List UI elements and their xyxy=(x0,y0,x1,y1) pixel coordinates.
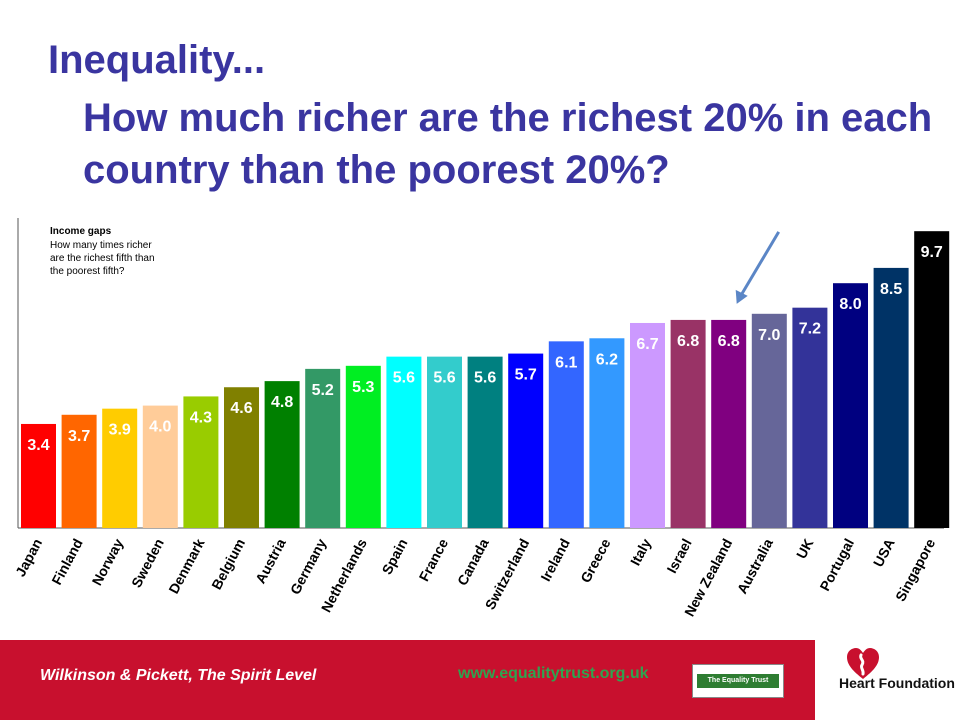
category-label: Greece xyxy=(577,536,614,586)
category-label: Canada xyxy=(454,536,492,588)
bar-spain xyxy=(386,356,422,528)
category-label: Sweden xyxy=(128,536,167,590)
annotation-heading: Income gaps xyxy=(50,226,112,237)
bar-greece xyxy=(589,338,625,528)
annotation-line: How many times richer xyxy=(50,240,152,251)
category-label: Singapore xyxy=(892,536,938,604)
bar-denmark xyxy=(183,396,219,528)
bar-italy xyxy=(630,322,665,528)
data-label: 3.4 xyxy=(27,437,49,454)
equality-trust-logo: The Equality Trust xyxy=(692,664,784,698)
bar-chart: Income gaps How many times richer are the … xyxy=(12,218,950,619)
data-label: 8.0 xyxy=(839,296,861,313)
bar-netherlands xyxy=(345,365,381,528)
bar-norway xyxy=(102,408,138,528)
data-label: 6.8 xyxy=(677,333,699,350)
title-line-2: How much richer are the richest 20% in e… xyxy=(83,96,933,192)
data-label: 4.0 xyxy=(149,419,171,436)
data-label: 5.3 xyxy=(352,379,374,396)
category-label: USA xyxy=(870,536,898,570)
bar-belgium xyxy=(224,387,259,528)
category-label: Austria xyxy=(252,536,289,586)
data-label: 4.6 xyxy=(230,400,252,417)
data-label: 3.7 xyxy=(68,428,90,445)
website-link[interactable]: www.equalitytrust.org.uk xyxy=(458,665,649,682)
data-label: 4.8 xyxy=(271,394,293,411)
bar-sweden xyxy=(142,405,178,528)
bar-australia xyxy=(751,313,787,528)
data-label: 6.8 xyxy=(718,333,740,350)
data-label: 9.7 xyxy=(921,244,943,261)
data-label: 5.6 xyxy=(474,370,496,387)
bar-uk xyxy=(792,307,828,528)
category-label: Portugal xyxy=(816,536,857,594)
category-label: Denmark xyxy=(165,536,207,597)
category-label: Ireland xyxy=(537,536,573,584)
category-label: Germany xyxy=(287,536,330,597)
bar-finland xyxy=(61,414,97,528)
category-label: UK xyxy=(793,536,817,561)
annotation-line: the poorest fifth? xyxy=(50,266,125,277)
bar-canada xyxy=(467,356,503,528)
category-label: Belgium xyxy=(208,536,248,592)
category-label: Finland xyxy=(48,536,85,587)
bar-singapore xyxy=(914,231,950,528)
equality-trust-logo-text: The Equality Trust xyxy=(697,674,779,688)
title-line-1: Inequality... xyxy=(48,38,266,82)
data-label: 4.3 xyxy=(190,409,212,426)
category-label: Spain xyxy=(379,536,411,577)
data-label: 7.0 xyxy=(758,327,780,344)
data-label: 5.7 xyxy=(515,367,537,384)
data-label: 6.7 xyxy=(636,336,658,353)
data-label: 3.9 xyxy=(109,422,131,439)
data-label: 6.2 xyxy=(596,351,618,368)
category-label: Israel xyxy=(663,536,694,576)
data-label: 8.5 xyxy=(880,281,902,298)
bar-ireland xyxy=(548,341,584,528)
data-label: 7.2 xyxy=(799,321,821,338)
category-label: Australia xyxy=(734,536,776,597)
bar-japan xyxy=(21,423,56,528)
source-citation: Wilkinson & Pickett, The Spirit Level xyxy=(40,667,317,684)
data-label: 5.2 xyxy=(312,382,334,399)
category-label: Japan xyxy=(12,536,45,579)
category-label: Italy xyxy=(627,536,654,568)
bar-austria xyxy=(264,381,300,528)
data-label: 6.1 xyxy=(555,354,577,371)
annotation-line: are the richest fifth than xyxy=(50,253,155,264)
highlight-arrow-head xyxy=(735,289,748,304)
data-label: 5.6 xyxy=(393,370,415,387)
highlight-arrow-shaft xyxy=(739,231,780,297)
heart-foundation-logo: Heart Foundation xyxy=(815,640,960,720)
footer-bar: Wilkinson & Pickett, The Spirit Level ww… xyxy=(0,640,960,720)
bar-germany xyxy=(305,368,341,528)
heart-foundation-text: Heart Foundation xyxy=(839,675,955,691)
heart-foundation-icon xyxy=(847,648,879,679)
bar-switzerland xyxy=(508,353,544,528)
category-label: France xyxy=(415,536,451,584)
bar-israel xyxy=(670,319,706,528)
bar-usa xyxy=(873,267,909,528)
bar-new-zealand xyxy=(711,319,747,528)
bar-france xyxy=(427,356,462,528)
category-label: Norway xyxy=(88,536,126,588)
data-label: 5.6 xyxy=(433,370,455,387)
bar-portugal xyxy=(833,283,868,528)
